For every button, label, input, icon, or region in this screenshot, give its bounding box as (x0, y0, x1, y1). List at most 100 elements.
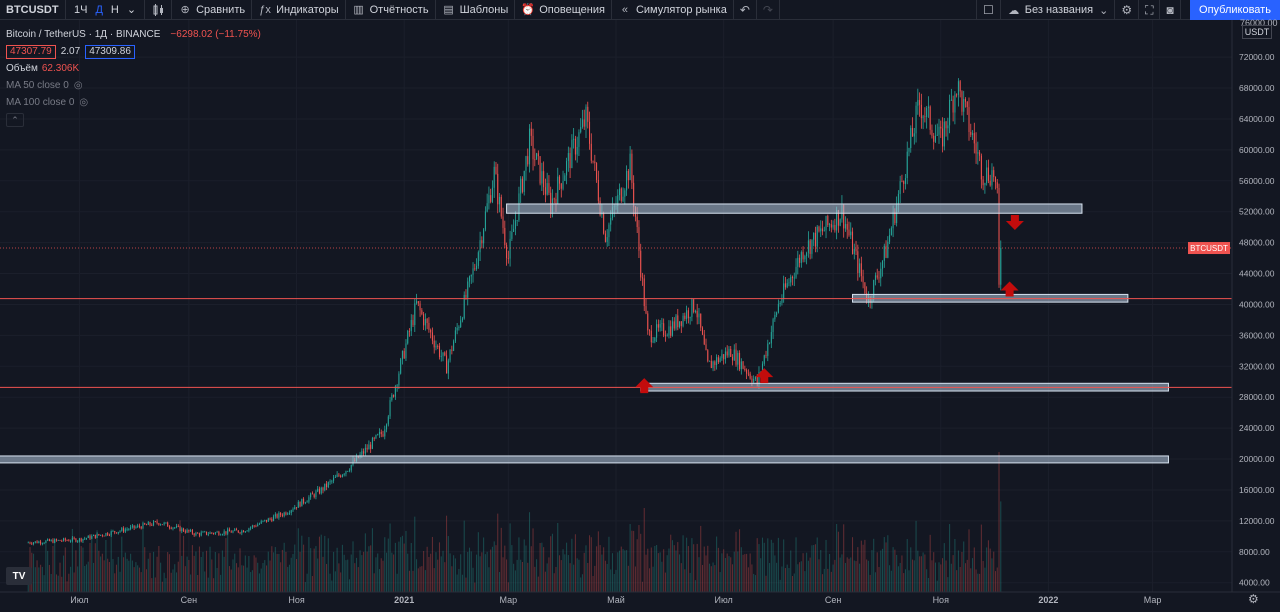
bid-price-box[interactable]: 47307.79 (6, 44, 56, 59)
compare-button[interactable]: ⊕ Сравнить (172, 0, 253, 20)
cloud-icon: ☁ (1008, 4, 1020, 17)
interval-1h[interactable]: 1Ч (74, 3, 88, 16)
tradingview-logo-icon[interactable]: TV (6, 567, 32, 585)
ma50-label[interactable]: MA 50 close 0 (6, 80, 69, 91)
volume-bar (93, 562, 95, 592)
candle-body (806, 252, 808, 257)
candle-body (643, 278, 645, 307)
volume-bar (94, 543, 96, 592)
volume-bar (149, 552, 151, 592)
square-icon[interactable]: ☐ (976, 0, 1001, 20)
volume-bar (578, 559, 580, 592)
volume-bar (520, 559, 522, 592)
candle-body (29, 542, 31, 544)
candle-body (276, 514, 278, 518)
volume-bar (269, 560, 271, 592)
camera-icon[interactable]: ◙ (1160, 0, 1181, 20)
volume-bar (530, 546, 532, 592)
volume-bar (378, 569, 381, 592)
candle-body (468, 276, 471, 282)
candle-body (234, 529, 236, 531)
candle-body (423, 314, 425, 326)
currency-badge[interactable]: USDT (1242, 25, 1272, 39)
volume-bar (968, 529, 970, 592)
candle-body (580, 127, 582, 133)
undo-icon[interactable]: ↶ (734, 0, 757, 20)
time-tick-label: Сен (181, 595, 198, 605)
volume-bar (45, 539, 47, 592)
gear-icon[interactable]: ⚙ (1248, 592, 1259, 606)
symbol-search-button[interactable]: BTCUSDT (0, 0, 66, 20)
candle-body (804, 256, 806, 260)
reports-button[interactable]: ▥ Отчётность (346, 0, 436, 20)
interval-1w[interactable]: Н (110, 3, 119, 16)
interval-1d[interactable]: Д (95, 3, 103, 16)
publish-button[interactable]: Опубликовать (1190, 0, 1280, 20)
chevron-up-icon[interactable]: ⌃ (6, 113, 24, 127)
gear-icon[interactable]: ⚙ (1115, 0, 1140, 20)
ask-price-box[interactable]: 47309.86 (85, 44, 135, 59)
price-tick-label: 16000.00 (1239, 485, 1275, 495)
volume-bar (620, 546, 622, 592)
volume-bar (716, 536, 718, 592)
volume-bar (63, 555, 65, 592)
candle-body (315, 491, 317, 498)
candle-body (680, 321, 682, 326)
candle-body (251, 525, 253, 528)
volume-bar (961, 551, 963, 592)
volume-bar (989, 548, 991, 592)
candle-body (696, 310, 698, 318)
indicators-button[interactable]: ƒx Индикаторы (252, 0, 346, 20)
candles-icon[interactable] (145, 0, 173, 20)
candle-body (610, 217, 612, 225)
candle-body (334, 476, 336, 478)
volume-bar (536, 559, 538, 592)
candle-body (588, 121, 591, 144)
volume-bar (202, 551, 204, 592)
volume-bar (610, 569, 612, 592)
volume-bar (880, 550, 882, 592)
volume-bar (151, 578, 153, 592)
spread-value: 2.07 (60, 46, 81, 57)
volume-bar (779, 579, 781, 592)
chevron-down-icon[interactable]: ⌄ (126, 4, 137, 16)
candle-body (844, 224, 846, 229)
candle-body (375, 434, 377, 439)
price-tick-label: 68000.00 (1239, 83, 1275, 93)
candle-body (207, 533, 209, 535)
replay-button[interactable]: « Симулятор рынка (612, 0, 734, 20)
fullscreen-icon[interactable]: ⛶ (1139, 0, 1161, 20)
candle-body (437, 346, 439, 347)
candle-body (943, 121, 945, 147)
candle-body (347, 471, 349, 472)
volume-bar (590, 537, 592, 592)
candle-body (684, 315, 686, 319)
time-tick-label: 2021 (394, 595, 414, 605)
layout-name-button[interactable]: ☁ Без названия ⌄ (1001, 0, 1116, 20)
eye-off-icon[interactable]: ◎ (79, 97, 89, 108)
candle-body (970, 132, 972, 135)
volume-bar (235, 563, 238, 592)
volume-bar (407, 553, 409, 592)
price-tick-label: 52000.00 (1239, 207, 1275, 217)
alerts-button[interactable]: ⏰ Оповещения (515, 0, 612, 20)
candle-body (331, 480, 333, 482)
candle-body (772, 319, 774, 333)
redo-icon[interactable]: ↷ (757, 0, 780, 20)
volume-bar (587, 562, 589, 592)
eye-off-icon[interactable]: ◎ (73, 80, 83, 91)
templates-button[interactable]: ▤ Шаблоны (436, 0, 516, 20)
volume-bar (834, 559, 836, 592)
volume-bar (175, 572, 178, 592)
candle-body (647, 313, 649, 331)
candle-body (513, 228, 515, 232)
volume-bar (373, 573, 375, 592)
candle-body (430, 329, 432, 333)
candle-body (927, 106, 929, 108)
volume-bar (476, 554, 478, 592)
volume-bar (791, 576, 794, 592)
candle-body (235, 529, 238, 531)
ma100-label[interactable]: MA 100 close 0 (6, 97, 75, 108)
time-tick-label: Ноя (933, 595, 950, 605)
